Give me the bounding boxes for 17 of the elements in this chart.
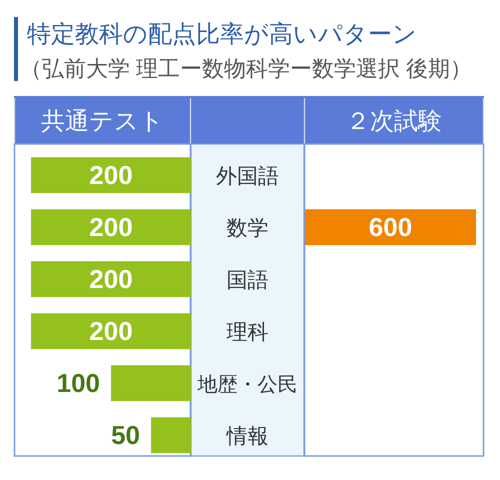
data-label: 200 bbox=[89, 316, 133, 346]
y-tick-label: 地歴・公民 bbox=[196, 374, 298, 396]
text: ２次試験 bbox=[346, 108, 442, 135]
y-tick-label: 理科 bbox=[226, 321, 268, 344]
y-tick-label: 情報 bbox=[226, 425, 268, 448]
data-label: 50 bbox=[111, 420, 140, 450]
data-label: 200 bbox=[89, 264, 133, 294]
data-label: 600 bbox=[368, 212, 412, 242]
data-label: 200 bbox=[89, 212, 133, 242]
y-tick-label: 数学 bbox=[226, 217, 268, 240]
y-tick-label: 国語 bbox=[226, 269, 268, 292]
data-label: 100 bbox=[56, 368, 100, 398]
y-tick-label: 外国語 bbox=[216, 165, 279, 188]
data-label: 200 bbox=[89, 160, 133, 190]
text: （弘前大学 理工ー数物科学ー数学選択 後期） bbox=[20, 56, 472, 81]
chart-title: 特定教科の配点比率が高いパターン bbox=[27, 21, 417, 48]
series-label: 共通テスト bbox=[41, 108, 164, 135]
